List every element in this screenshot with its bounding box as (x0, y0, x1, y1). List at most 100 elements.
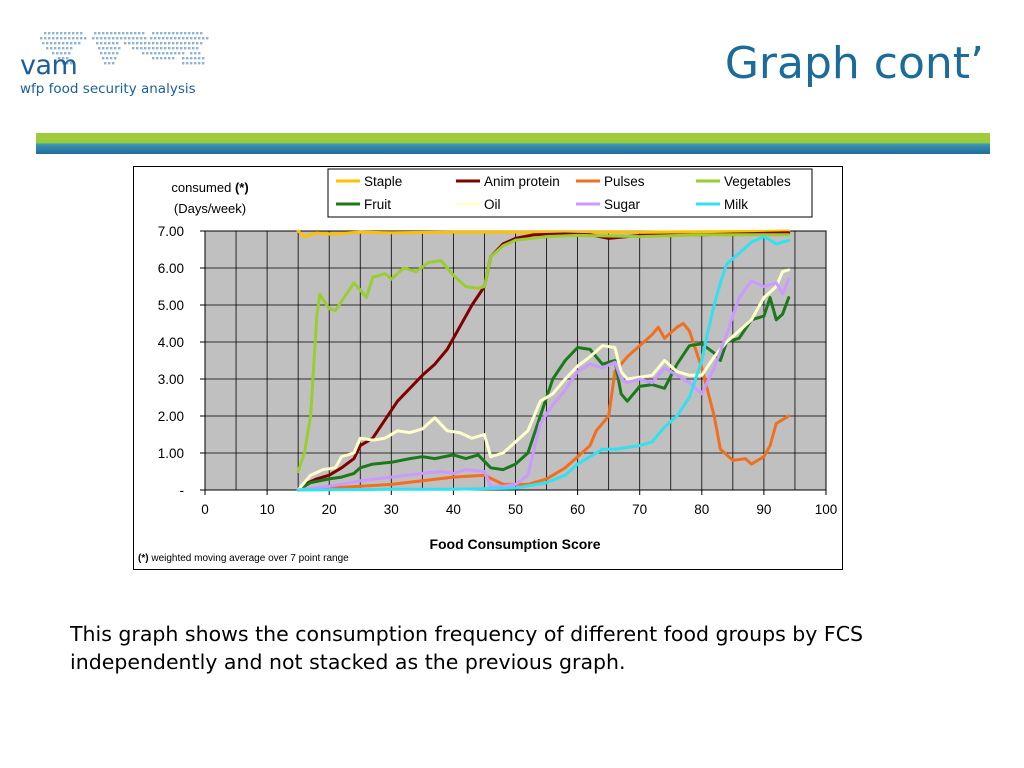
map-dot (196, 42, 199, 45)
map-dot (154, 37, 157, 40)
header-banner (36, 133, 990, 154)
map-dot (150, 52, 153, 55)
x-tick-label: 10 (260, 502, 275, 517)
series-line-oil (296, 268, 791, 492)
map-dot (112, 37, 115, 40)
map-dot (136, 37, 139, 40)
map-dot (156, 47, 159, 50)
map-dot (62, 47, 65, 50)
map-dot (194, 52, 197, 55)
map-dot (118, 47, 121, 50)
map-dot (58, 42, 61, 45)
map-dot (134, 32, 137, 35)
map-dot (110, 32, 113, 35)
chart-legend: Staple Anim protein Pulses Vegetables Fruit O… (327, 168, 813, 218)
y-tick-label: 3.00 (158, 372, 184, 387)
map-dot (180, 47, 183, 50)
map-dot (182, 37, 185, 40)
map-dot (104, 52, 107, 55)
map-dot (178, 52, 181, 55)
map-dot (96, 37, 99, 40)
series-line-staple (296, 229, 791, 239)
map-dot (62, 42, 65, 45)
map-dot (62, 62, 65, 65)
map-dot (138, 32, 141, 35)
map-dot (170, 52, 173, 55)
logo-brand: vam (20, 50, 78, 81)
legend-label: Milk (724, 197, 748, 212)
map-dot (78, 42, 81, 45)
map-dot (114, 57, 117, 60)
map-dot (188, 42, 191, 45)
chart-container: 0 10 20 30 40 50 60 70 80 90 100 - 1.00 2.00 3.00 4.00 5… (133, 166, 843, 570)
map-dot (110, 57, 113, 60)
map-dot (66, 62, 69, 65)
map-dot (122, 32, 125, 35)
map-dot (106, 57, 109, 60)
map-dot (172, 47, 175, 50)
x-tick-label: 70 (632, 502, 647, 517)
map-dot (148, 47, 151, 50)
map-dot (106, 47, 109, 50)
map-dot (128, 42, 131, 45)
map-dot (188, 47, 191, 50)
legend-box (327, 168, 813, 218)
map-dot (60, 37, 63, 40)
map-dot (198, 37, 201, 40)
map-dot (184, 42, 187, 45)
map-dot (56, 32, 59, 35)
map-dot (110, 47, 113, 50)
map-dot (136, 42, 139, 45)
map-dot (114, 32, 117, 35)
map-dot (176, 47, 179, 50)
map-dot (158, 37, 161, 40)
map-dot (198, 57, 201, 60)
map-dot (184, 32, 187, 35)
map-dot (168, 57, 171, 60)
map-dot (52, 32, 55, 35)
x-tick-label: 30 (384, 502, 399, 517)
y-tick-label: 1.00 (158, 446, 184, 461)
map-dot (58, 47, 61, 50)
map-dot (148, 42, 151, 45)
map-dot (194, 57, 197, 60)
map-dot (104, 37, 107, 40)
map-dot (132, 47, 135, 50)
map-dot (186, 57, 189, 60)
vam-logo: vam wfp food security analysis (10, 30, 210, 100)
map-dot (54, 42, 57, 45)
series-line-pulses (296, 322, 791, 492)
world-map-icon (40, 32, 209, 65)
map-dot (108, 37, 111, 40)
map-dot (52, 37, 55, 40)
y-tick-label: 2.00 (158, 409, 184, 424)
map-dot (198, 52, 201, 55)
map-dot (40, 37, 43, 40)
map-dot (102, 57, 105, 60)
map-dot (188, 32, 191, 35)
map-dot (132, 37, 135, 40)
map-dot (46, 42, 49, 45)
map-dot (152, 57, 155, 60)
legend-label: Sugar (604, 197, 641, 212)
map-dot (144, 37, 147, 40)
map-dot (80, 32, 83, 35)
map-dot (100, 52, 103, 55)
map-dot (142, 52, 145, 55)
series-line-sugar (296, 277, 791, 492)
map-dot (54, 47, 57, 50)
map-dot (70, 42, 73, 45)
map-dot (58, 57, 61, 60)
map-dot (156, 32, 159, 35)
map-dot (118, 32, 121, 35)
y-tick-label: - (180, 483, 185, 498)
map-dot (200, 32, 203, 35)
map-dot (136, 47, 139, 50)
map-dot (76, 32, 79, 35)
map-dot (112, 52, 115, 55)
map-dot (152, 32, 155, 35)
map-dot (164, 47, 167, 50)
map-dot (160, 57, 163, 60)
map-dot (102, 32, 105, 35)
map-dot (202, 37, 205, 40)
